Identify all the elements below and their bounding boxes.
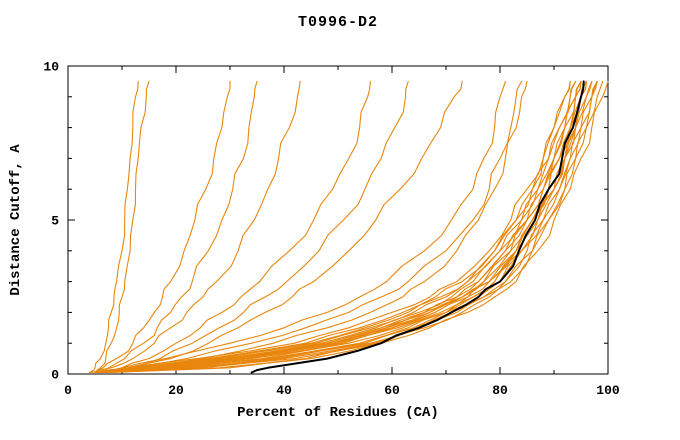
series-model-09 — [94, 80, 523, 374]
series-model-07 — [102, 80, 409, 374]
series-model-25 — [89, 80, 571, 374]
series-highlighted-model — [250, 80, 585, 374]
series-model-17 — [99, 80, 598, 374]
series-model-02 — [94, 80, 150, 374]
series-model-15 — [89, 80, 571, 374]
series-model-05 — [94, 80, 301, 374]
series-model-23 — [99, 80, 598, 374]
series-model-12 — [94, 80, 577, 374]
y-tick-label: 5 — [51, 214, 59, 229]
series-model-22 — [105, 80, 604, 374]
series-model-03 — [94, 80, 231, 374]
series-model-01 — [89, 80, 139, 374]
x-tick-label: 80 — [492, 383, 508, 398]
series-model-06 — [99, 80, 371, 374]
series-model-26 — [99, 80, 598, 374]
series-model-29 — [94, 80, 582, 374]
series-model-24 — [94, 80, 587, 374]
y-tick-label: 0 — [51, 368, 59, 383]
y-tick-label: 10 — [43, 60, 59, 75]
series-model-19 — [89, 80, 577, 374]
chart-title: T0996-D2 — [297, 14, 379, 31]
series-model-28 — [105, 80, 609, 374]
series-model-18 — [94, 80, 582, 374]
x-tick-label: 100 — [596, 383, 620, 398]
series-model-11 — [94, 80, 506, 374]
x-tick-label: 20 — [168, 383, 184, 398]
series-model-27 — [94, 80, 593, 374]
x-tick-label: 40 — [276, 383, 292, 398]
x-tick-label: 60 — [384, 383, 400, 398]
series-model-04 — [97, 80, 258, 374]
x-tick-label: 0 — [64, 383, 72, 398]
series-model-10 — [99, 80, 528, 374]
series-model-13 — [94, 80, 582, 374]
x-axis-label: Percent of Residues (CA) — [237, 405, 439, 421]
